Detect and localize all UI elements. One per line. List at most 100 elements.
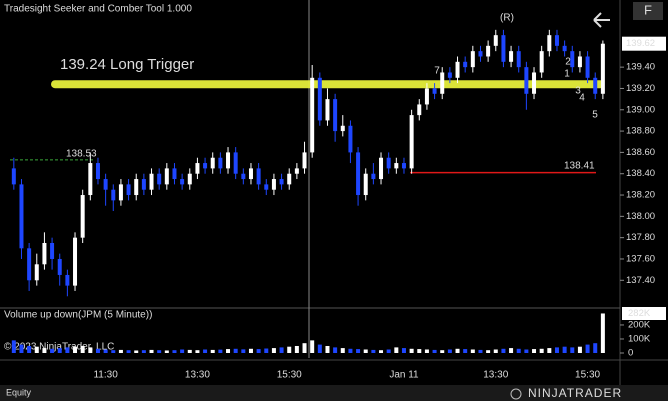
signal-marker: 7 — [434, 66, 440, 77]
x-tick-label: 15:30 — [575, 370, 600, 381]
y-tick-label: 200K — [628, 319, 651, 330]
candle-body — [126, 184, 131, 196]
volume-bar — [317, 344, 322, 353]
volume-bar — [401, 348, 406, 353]
candle-body — [88, 163, 93, 196]
volume-bar — [302, 343, 307, 353]
volume-bar — [501, 348, 506, 353]
candle-body — [172, 168, 177, 180]
candle-body — [302, 152, 307, 169]
volume-bar — [417, 349, 422, 353]
candle-body — [409, 115, 414, 169]
candle-body — [248, 168, 253, 180]
account-label: Equity — [6, 387, 32, 397]
signal-marker: 3 — [575, 86, 581, 97]
y-tick-label: 137.40 — [626, 275, 655, 286]
volume-bar — [134, 350, 139, 353]
candle-body — [501, 35, 506, 62]
y-tick-label: 138.00 — [626, 211, 655, 222]
signal-marker: (R) — [500, 13, 514, 24]
last-price-box — [622, 36, 666, 51]
volume-bar — [424, 349, 429, 353]
candle-body — [279, 179, 284, 185]
volume-bar — [157, 350, 162, 353]
volume-bar — [470, 349, 475, 353]
candle-body — [447, 72, 452, 78]
candle-body — [600, 43, 605, 94]
candle-body — [577, 56, 582, 68]
volume-bar — [294, 345, 299, 353]
volume-bar — [554, 347, 559, 353]
candle-body — [180, 179, 185, 185]
candle-body — [333, 99, 338, 132]
volume-bar — [356, 349, 361, 353]
logo-icon — [510, 388, 522, 400]
volume-bar — [103, 349, 108, 353]
candle-body — [256, 168, 261, 185]
candle-body — [164, 168, 169, 185]
volume-bar — [577, 346, 582, 353]
candle-body — [226, 152, 231, 169]
volume-bar — [95, 348, 100, 353]
volume-bar — [516, 348, 521, 353]
level-label: 138.53 — [66, 149, 97, 160]
volume-bar — [325, 345, 330, 353]
volume-bar — [50, 348, 55, 353]
candle-body — [593, 77, 598, 94]
volume-bar — [348, 348, 353, 353]
y-tick-label: 138.80 — [626, 126, 655, 137]
volume-bar — [447, 349, 452, 353]
candle-body — [394, 163, 399, 169]
volume-bar — [180, 349, 185, 353]
x-tick-label: 13:30 — [483, 370, 508, 381]
volume-bar — [248, 348, 253, 353]
candle-body — [134, 179, 139, 196]
candle-body — [539, 51, 544, 73]
candle-body — [554, 35, 559, 46]
last-volume-box — [622, 307, 666, 320]
candle-body — [440, 72, 445, 94]
volume-bar — [141, 350, 146, 353]
y-tick-label: 100K — [628, 333, 651, 344]
candle-body — [470, 51, 475, 68]
candle-body — [141, 179, 146, 190]
candle-body — [478, 51, 483, 57]
volume-bar — [210, 349, 215, 353]
candle-body — [340, 125, 345, 132]
volume-bar — [493, 349, 498, 353]
volume-bar — [463, 349, 468, 353]
candle-body — [287, 173, 292, 185]
y-tick-label: 0 — [628, 348, 633, 359]
candle-body — [570, 51, 575, 68]
candle-body — [348, 125, 353, 153]
candle-body — [27, 248, 32, 281]
volume-bar — [271, 348, 276, 353]
candle-body — [233, 152, 238, 174]
candle-body — [294, 168, 299, 174]
volume-bar — [562, 346, 567, 353]
candle-body — [379, 157, 384, 180]
volume-bar — [287, 346, 292, 353]
volume-bar — [118, 349, 123, 353]
candle-body — [241, 173, 246, 180]
candle-body — [218, 157, 223, 169]
back-arrow[interactable] — [593, 12, 610, 28]
candle-body — [19, 184, 24, 249]
volume-bar — [256, 349, 261, 353]
candle-body — [203, 163, 208, 169]
candle-body — [57, 258, 62, 275]
volume-bar — [310, 340, 315, 353]
candle-body — [417, 104, 422, 116]
volume-bar — [73, 346, 78, 353]
candle-body — [157, 173, 162, 185]
candle-body — [532, 72, 537, 94]
volume-bar — [394, 347, 399, 353]
menu-button[interactable] — [633, 2, 663, 20]
logo: NINJATRADER — [528, 386, 622, 400]
y-tick-label: 139.20 — [626, 83, 655, 94]
candle-body — [356, 152, 361, 196]
menu-button-label[interactable]: F — [644, 2, 652, 17]
volume-bar — [409, 348, 414, 353]
candle-body — [42, 242, 47, 265]
volume-bar — [11, 340, 16, 353]
